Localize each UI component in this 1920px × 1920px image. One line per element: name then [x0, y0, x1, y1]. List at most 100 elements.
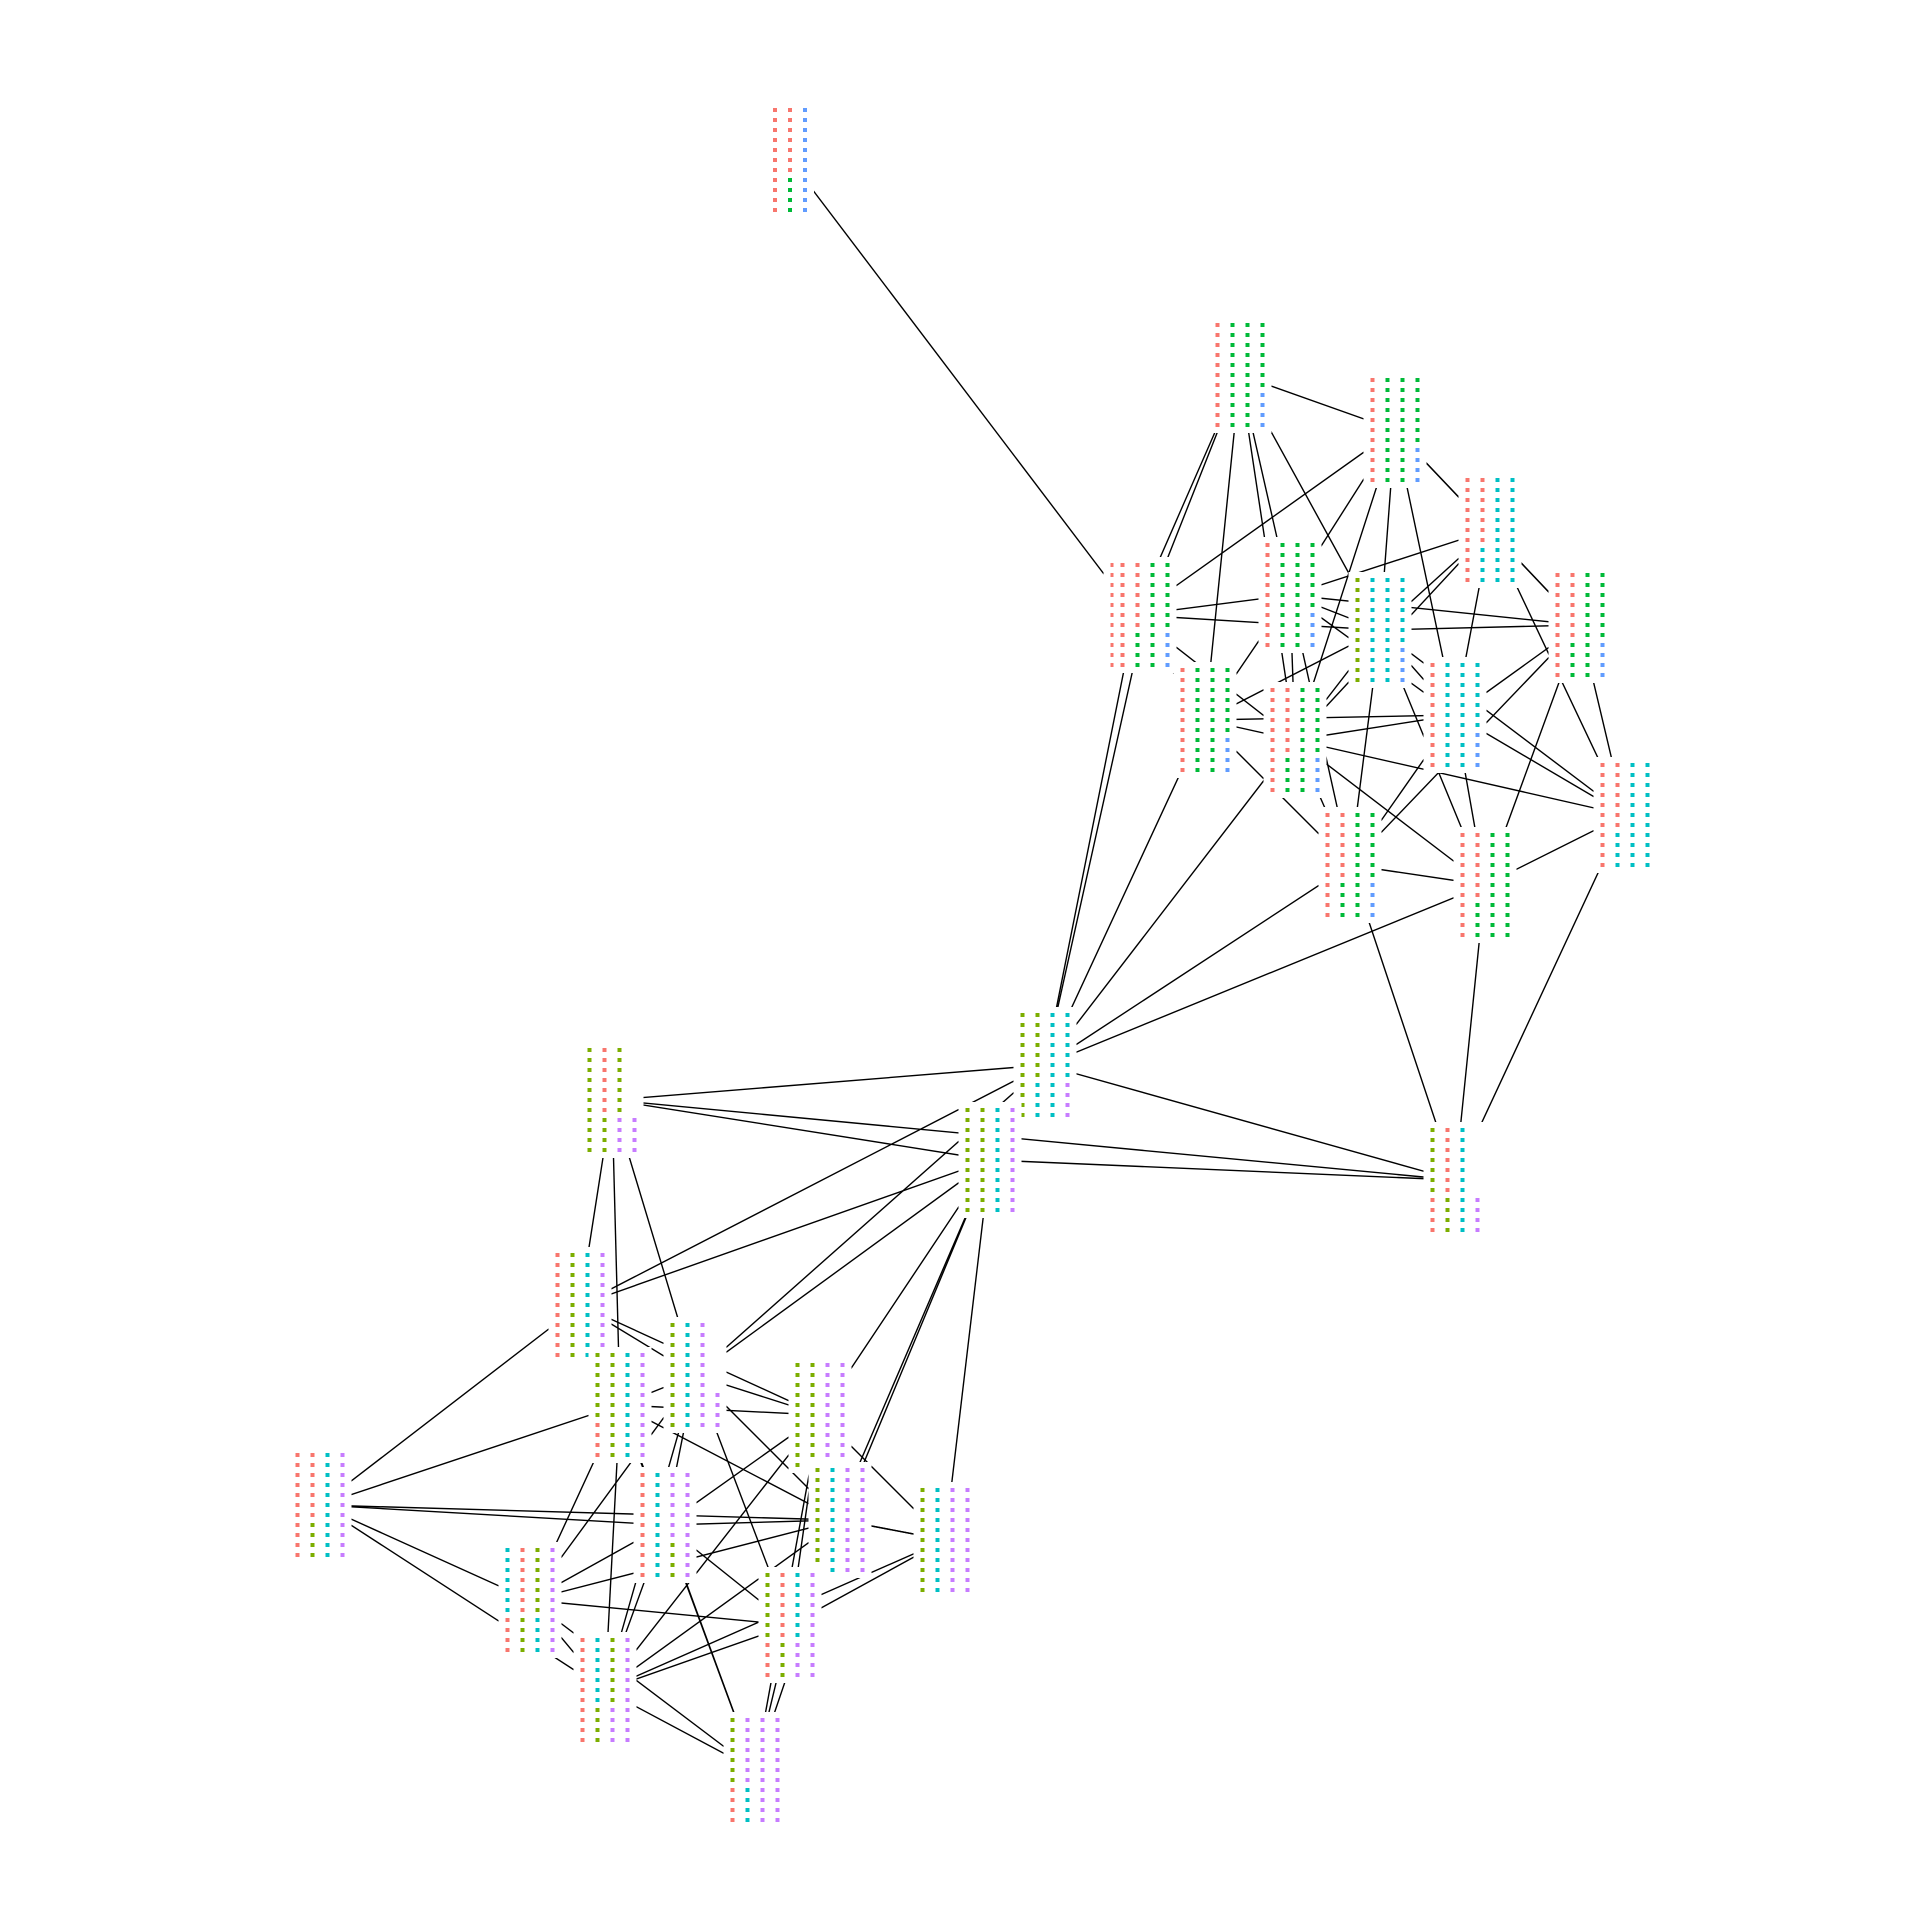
node-dot-violet	[965, 1508, 970, 1512]
node-dot-red	[1325, 913, 1330, 917]
node-dot-green	[1400, 408, 1405, 412]
node-dot-green	[1210, 698, 1215, 702]
node-dot-red	[295, 1503, 300, 1507]
node-dot-olive	[730, 1748, 735, 1752]
node-dot-green	[1585, 663, 1590, 667]
node-dot-red	[788, 138, 792, 142]
node-dot-red	[1555, 583, 1560, 587]
node-glyph-n30[interactable]	[723, 1712, 787, 1828]
node-dot-blue	[1370, 883, 1375, 887]
node-glyph-n15[interactable]	[1013, 1007, 1077, 1123]
node-glyph-n14[interactable]	[1113, 557, 1177, 673]
node-glyph-n16[interactable]	[580, 1042, 644, 1158]
edge-n13-n15	[1044, 884, 1486, 1066]
node-dot-teal	[1480, 578, 1485, 582]
node-dot-violet	[775, 1718, 780, 1722]
node-dot-green	[1355, 913, 1360, 917]
node-dot-violet	[810, 1673, 815, 1677]
node-dot-olive	[1355, 648, 1360, 652]
node-glyph-n28[interactable]	[758, 1567, 822, 1683]
edge-n8-n10	[1204, 714, 1456, 721]
node-dot-red	[1370, 468, 1375, 472]
node-dot-green	[1600, 603, 1605, 607]
node-glyph-n9[interactable]	[1263, 682, 1327, 798]
node-dot-violet	[625, 1688, 630, 1692]
node-glyph-n25[interactable]	[808, 1462, 872, 1578]
node-glyph-n17[interactable]	[958, 1102, 1022, 1218]
node-dot-teal	[625, 1453, 630, 1457]
node-glyph-n6[interactable]	[1348, 572, 1412, 688]
node-glyph-n27[interactable]	[498, 1542, 562, 1658]
node-dot-teal	[655, 1483, 660, 1487]
node-glyph-n2[interactable]	[1363, 372, 1427, 488]
node-dot-olive	[1430, 1128, 1435, 1132]
node-glyph-n26[interactable]	[913, 1482, 977, 1598]
node-dot-blue	[1400, 678, 1405, 682]
node-glyph-n19[interactable]	[548, 1247, 612, 1363]
node-dot-green	[1165, 593, 1170, 597]
node-dot-violet	[670, 1533, 675, 1537]
node-glyph-n24[interactable]	[633, 1467, 697, 1583]
node-dot-green	[1315, 688, 1320, 692]
node-dot-teal	[325, 1523, 330, 1527]
node-dot-green	[1165, 563, 1170, 567]
node-dot-red	[1120, 563, 1125, 567]
node-dot-violet	[860, 1478, 865, 1482]
node-dot-olive	[815, 1528, 820, 1532]
node-dot-teal	[995, 1168, 1000, 1172]
node-dot-green	[1385, 478, 1390, 482]
node-dot-teal	[830, 1518, 835, 1522]
node-dot-violet	[845, 1508, 850, 1512]
node-glyph-n12[interactable]	[1593, 757, 1657, 873]
node-dot-teal	[1065, 1013, 1070, 1017]
node-glyph-n20[interactable]	[663, 1317, 727, 1433]
node-dot-olive	[587, 1118, 592, 1122]
node-dot-red	[310, 1513, 315, 1517]
node-dot-teal	[595, 1668, 600, 1672]
node-glyph-n10[interactable]	[1423, 657, 1487, 773]
node-dot-blue	[1415, 468, 1420, 472]
node-dot-olive	[535, 1588, 540, 1592]
node-dot-violet	[860, 1488, 865, 1492]
node-dot-green	[1260, 353, 1265, 357]
node-dot-teal	[1475, 693, 1480, 697]
node-glyph-n11[interactable]	[1318, 807, 1382, 923]
node-dot-red	[295, 1463, 300, 1467]
node-glyph-n29[interactable]	[573, 1632, 637, 1748]
node-dot-red	[1285, 718, 1290, 722]
node-glyph-n1[interactable]	[1208, 317, 1272, 433]
node-dot-violet	[625, 1728, 630, 1732]
node-dot-green	[1295, 553, 1300, 557]
node-dot-red	[1465, 568, 1470, 572]
node-glyph-n5[interactable]	[1258, 537, 1322, 653]
node-glyph-n3[interactable]	[1458, 472, 1522, 588]
node-dot-red	[602, 1088, 607, 1092]
node-dot-green	[1300, 718, 1305, 722]
node-dot-teal	[1495, 548, 1500, 552]
node-glyph-n22[interactable]	[788, 1357, 852, 1473]
node-dot-teal	[795, 1603, 800, 1607]
node-glyph-n18[interactable]	[1423, 1122, 1487, 1238]
node-dot-violet	[760, 1818, 765, 1822]
node-dot-olive	[670, 1383, 675, 1387]
node-dot-teal	[1630, 843, 1635, 847]
node-dot-red	[1445, 1168, 1450, 1172]
node-dot-blue	[1310, 613, 1315, 617]
node-glyph-n8[interactable]	[1173, 662, 1237, 778]
node-dot-olive	[1430, 1148, 1435, 1152]
node-dot-red	[1460, 933, 1465, 937]
node-glyph-n13[interactable]	[1453, 827, 1517, 943]
node-dot-violet	[840, 1363, 845, 1367]
node-dot-green	[1570, 663, 1575, 667]
node-glyph-n7[interactable]	[1548, 567, 1612, 683]
node-dot-green	[1150, 563, 1155, 567]
node-glyph-n21[interactable]	[588, 1347, 652, 1463]
node-dot-red	[1285, 738, 1290, 742]
node-dot-olive	[980, 1108, 985, 1112]
node-dot-blue	[1600, 663, 1605, 667]
node-dot-red	[1480, 508, 1485, 512]
node-dot-olive	[780, 1673, 785, 1677]
node-glyph-n0[interactable]	[766, 102, 814, 218]
node-glyph-n23[interactable]	[288, 1447, 352, 1563]
